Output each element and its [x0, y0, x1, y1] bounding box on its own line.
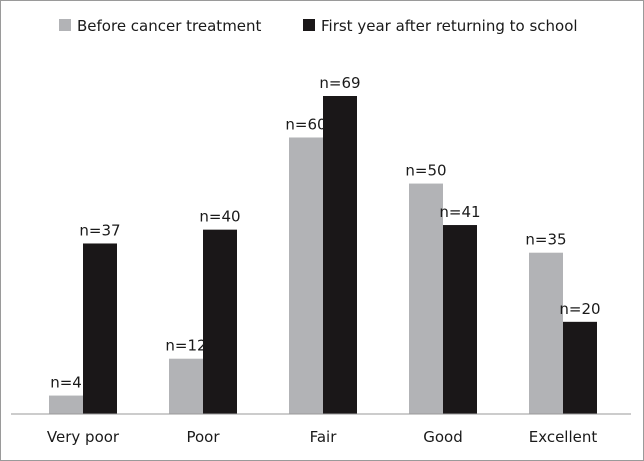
legend-label-before: Before cancer treatment [77, 17, 262, 35]
data-label-before-excellent: n=35 [525, 231, 566, 249]
data-label-before-fair: n=60 [285, 115, 326, 133]
legend-label-after: First year after returning to school [321, 17, 578, 35]
legend: Before cancer treatment First year after… [59, 17, 578, 35]
data-label-before-good: n=50 [405, 162, 446, 180]
data-label-after-fair: n=69 [319, 74, 360, 92]
data-label-after-good: n=41 [439, 203, 480, 221]
data-label-before-poor: n=12 [165, 337, 206, 355]
tick-label-poor: Poor [186, 428, 220, 446]
data-label-before-very-poor: n=4 [50, 374, 82, 392]
data-label-after-poor: n=40 [199, 208, 240, 226]
bar-before-very-poor [49, 395, 83, 414]
tick-label-good: Good [423, 428, 463, 446]
legend-swatch-before [59, 19, 71, 31]
bar-before-excellent [529, 252, 563, 414]
data-label-after-very-poor: n=37 [79, 221, 120, 239]
bars [49, 96, 597, 414]
bar-after-fair [323, 96, 357, 414]
tick-label-very-poor: Very poor [47, 428, 120, 446]
bar-after-excellent [563, 321, 597, 414]
bar-after-good [443, 225, 477, 414]
x-axis-tick-labels: Very poor Poor Fair Good Excellent [47, 428, 597, 446]
bar-before-good [409, 183, 443, 414]
data-labels: n=4 n=37 n=12 n=40 n=60 n=69 n=50 n=41 n=35 n=20 [50, 74, 600, 392]
bar-after-poor [203, 229, 237, 414]
bar-after-very-poor [83, 243, 117, 414]
bar-before-fair [289, 137, 323, 414]
legend-swatch-after [303, 19, 315, 31]
bar-before-poor [169, 358, 203, 414]
tick-label-excellent: Excellent [529, 428, 598, 446]
tick-label-fair: Fair [310, 428, 338, 446]
data-label-after-excellent: n=20 [559, 300, 600, 318]
